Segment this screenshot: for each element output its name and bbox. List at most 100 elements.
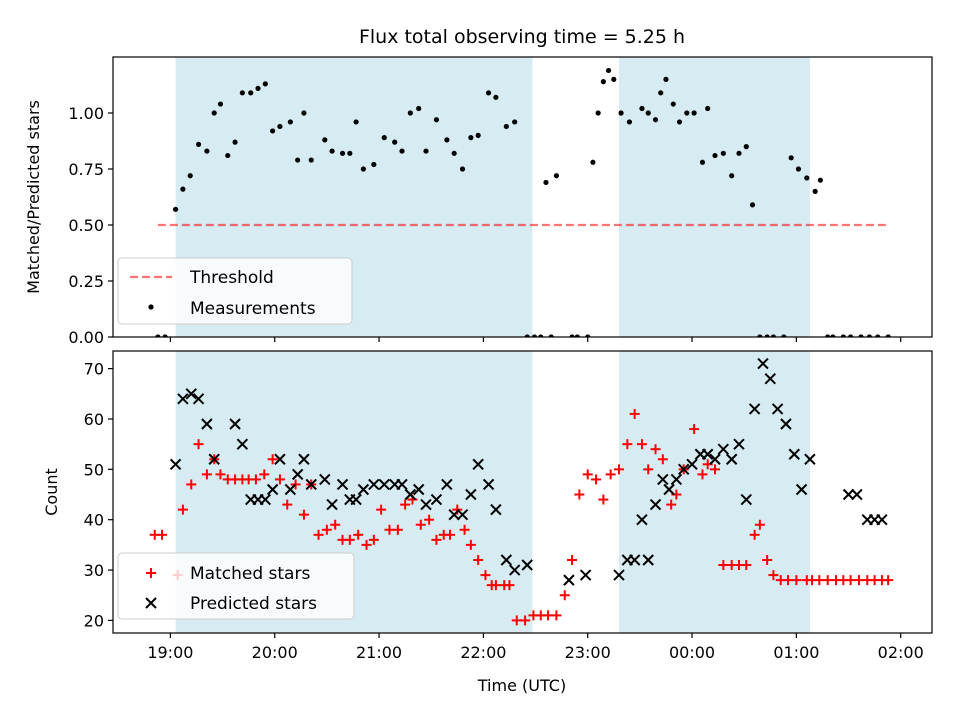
predicted-stars-point bbox=[795, 483, 808, 496]
x-tick-label: 21:00 bbox=[356, 643, 402, 662]
predicted-stars-point bbox=[284, 483, 297, 496]
predicted-stars-point bbox=[628, 554, 641, 566]
measurement-point bbox=[195, 141, 202, 147]
matched-stars-point bbox=[490, 580, 501, 591]
measurement-point bbox=[885, 334, 891, 337]
measurement-point bbox=[277, 123, 283, 130]
x-tick-label: 23:00 bbox=[565, 643, 611, 662]
predicted-stars-point bbox=[336, 478, 349, 491]
measurement-point bbox=[825, 334, 831, 337]
predicted-stars-point bbox=[764, 372, 776, 385]
predicted-stars-point bbox=[757, 357, 769, 370]
bottom-y-tick-label: 60 bbox=[84, 410, 104, 429]
measurement-point bbox=[626, 119, 633, 125]
predicted-stars-point bbox=[686, 458, 698, 471]
measurement-point bbox=[663, 76, 669, 82]
measurement-point bbox=[553, 173, 560, 179]
predicted-stars-point bbox=[613, 569, 625, 581]
measurement-point bbox=[360, 166, 366, 172]
matched-stars-point bbox=[709, 464, 720, 475]
predicted-stars-point bbox=[579, 569, 592, 581]
matched-stars-point bbox=[267, 454, 278, 465]
measurement-point bbox=[270, 128, 276, 134]
measurement-point bbox=[392, 139, 398, 145]
matched-stars-point bbox=[313, 529, 324, 540]
measurement-point bbox=[858, 334, 864, 337]
matched-stars-point bbox=[444, 529, 455, 540]
measurement-point bbox=[569, 334, 575, 337]
measurement-point bbox=[705, 105, 711, 112]
predicted-stars-point bbox=[192, 393, 205, 405]
measurement-point bbox=[295, 157, 301, 163]
measurement-point bbox=[531, 334, 538, 337]
top-plot-frame bbox=[112, 56, 933, 338]
matched-stars-point bbox=[814, 575, 825, 586]
matched-stars-point bbox=[697, 469, 708, 480]
matched-stars-point bbox=[718, 560, 729, 571]
predicted-stars-point bbox=[740, 493, 752, 506]
measurement-point bbox=[720, 150, 726, 156]
predicted-stars-point bbox=[169, 458, 182, 471]
measurement-point bbox=[524, 334, 530, 337]
measurement-point bbox=[399, 148, 405, 154]
bottom-y-tick-label: 30 bbox=[84, 561, 104, 580]
legend-predicted-label: Predicted stars bbox=[190, 594, 317, 614]
predicted-stars-point bbox=[780, 418, 792, 430]
predicted-stars-point bbox=[357, 483, 370, 496]
measurement-point bbox=[459, 166, 466, 172]
x-tick-label: 20:00 bbox=[252, 643, 298, 662]
measurement-point bbox=[574, 334, 580, 337]
predicted-stars-point bbox=[208, 453, 220, 465]
predicted-stars-point bbox=[305, 478, 317, 491]
matched-stars-point bbox=[754, 519, 765, 530]
matched-stars-point bbox=[330, 519, 341, 530]
matched-stars-point bbox=[689, 424, 700, 435]
matched-stars-point bbox=[465, 539, 476, 550]
bottom-panel-counts: 20 30 40 50 60 70 19:00 20:00 21:00 22:00 23:00 00:… bbox=[84, 350, 933, 662]
measurement-point bbox=[605, 67, 612, 74]
measurement-point bbox=[600, 79, 606, 85]
measurement-point bbox=[162, 334, 168, 337]
measurement-point bbox=[451, 150, 457, 156]
matched-stars-point bbox=[853, 575, 864, 586]
measurement-point bbox=[676, 119, 683, 125]
matched-stars-point bbox=[274, 474, 285, 485]
predicted-stars-point bbox=[521, 559, 533, 571]
predicted-stars-point bbox=[448, 508, 460, 521]
predicted-stars-point bbox=[636, 513, 648, 526]
measurement-point bbox=[670, 101, 676, 107]
measurement-point bbox=[645, 110, 651, 116]
predicted-stars-point bbox=[298, 453, 310, 465]
measurement-point bbox=[433, 117, 440, 123]
predicted-stars-point bbox=[670, 473, 683, 486]
measurement-point bbox=[618, 110, 624, 116]
matched-stars-point bbox=[574, 489, 585, 500]
x-tick-label: 22:00 bbox=[460, 643, 506, 662]
predicted-stars-point bbox=[319, 473, 331, 486]
predicted-stars-point bbox=[441, 478, 453, 491]
matched-stars-point bbox=[768, 570, 779, 581]
legend-bottom: Matched stars Predicted stars bbox=[117, 552, 355, 620]
predicted-stars-point bbox=[490, 503, 502, 516]
matched-stars-point bbox=[415, 519, 426, 530]
measurement-point bbox=[743, 144, 749, 150]
bottom-y-axis-label: Count bbox=[42, 468, 61, 516]
bottom-plot-frame bbox=[112, 350, 933, 634]
measurement-point bbox=[757, 334, 763, 337]
measurement-point bbox=[781, 334, 787, 337]
matched-stars-point bbox=[282, 499, 293, 510]
matched-stars-point bbox=[511, 615, 522, 626]
matched-stars-point bbox=[551, 610, 562, 621]
predicted-stars-point bbox=[229, 418, 241, 430]
measurement-point bbox=[875, 334, 881, 337]
measurement-point bbox=[381, 135, 387, 141]
measurement-point bbox=[423, 148, 429, 154]
measurement-point bbox=[788, 155, 794, 161]
predicted-stars-point bbox=[404, 488, 417, 501]
matched-stars-point bbox=[384, 524, 395, 535]
legend-matched-label: Matched stars bbox=[190, 564, 310, 584]
matched-stars-point bbox=[783, 575, 794, 586]
measurement-point bbox=[287, 119, 293, 125]
measurement-point bbox=[840, 334, 846, 337]
predicted-stars-point bbox=[430, 493, 443, 506]
